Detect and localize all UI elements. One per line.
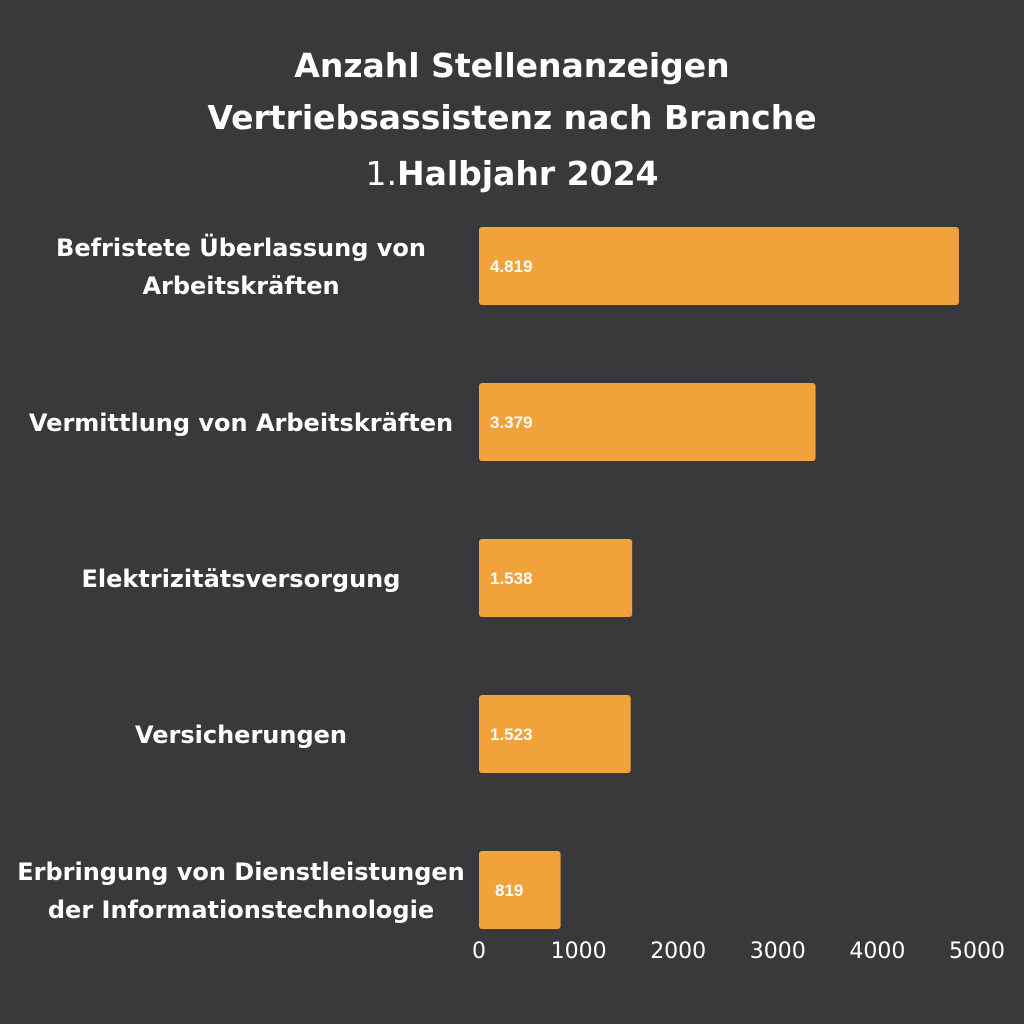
- x-tick-label-1: 1000: [551, 939, 607, 964]
- category-label-4-line-1: der Informationstechnologie: [48, 896, 434, 924]
- x-axis-ticks: 0 1000 2000 3000 4000 5000: [472, 939, 1005, 964]
- bar-0: [479, 227, 959, 305]
- value-labels: 4.819 3.379 1.538 1.523 819: [490, 257, 533, 900]
- value-label-2: 1.538: [490, 569, 533, 588]
- x-tick-label-3: 3000: [750, 939, 806, 964]
- category-label-1-line-0: Vermittlung von Arbeitskräften: [29, 409, 453, 437]
- chart-title-line-3: 1.Halbjahr 2024: [0, 154, 1024, 194]
- x-tick-label-0: 0: [472, 939, 486, 964]
- category-label-0-line-1: Arbeitskräften: [142, 272, 339, 300]
- value-label-3: 1.523: [490, 725, 533, 744]
- category-label-0-line-0: Befristete Überlassung von: [56, 232, 426, 262]
- category-label-2-line-0: Elektrizitätsversorgung: [82, 565, 401, 593]
- x-tick-label-2: 2000: [650, 939, 706, 964]
- chart-title-line-2: Vertriebsassistenz nach Branche: [207, 98, 817, 137]
- chart-title-line-1: Anzahl Stellenanzeigen: [294, 46, 730, 85]
- value-label-1: 3.379: [490, 413, 533, 432]
- chart-title-period-number: 1.: [365, 154, 397, 193]
- bar-1: [479, 383, 816, 461]
- value-label-0: 4.819: [490, 257, 533, 276]
- bar-4: [479, 851, 561, 929]
- bar-2: [479, 539, 633, 617]
- value-label-4: 819: [495, 881, 523, 900]
- bars-layer: [479, 227, 959, 929]
- chart-title-period: Halbjahr 2024: [396, 154, 659, 193]
- x-tick-label-4: 4000: [849, 939, 905, 964]
- category-label-3-line-0: Versicherungen: [135, 721, 347, 749]
- category-label-4-line-0: Erbringung von Dienstleistungen: [17, 858, 465, 886]
- category-labels: Befristete Überlassung von Arbeitskräften…: [17, 232, 465, 924]
- bar-3: [479, 695, 631, 773]
- x-tick-label-5: 5000: [949, 939, 1005, 964]
